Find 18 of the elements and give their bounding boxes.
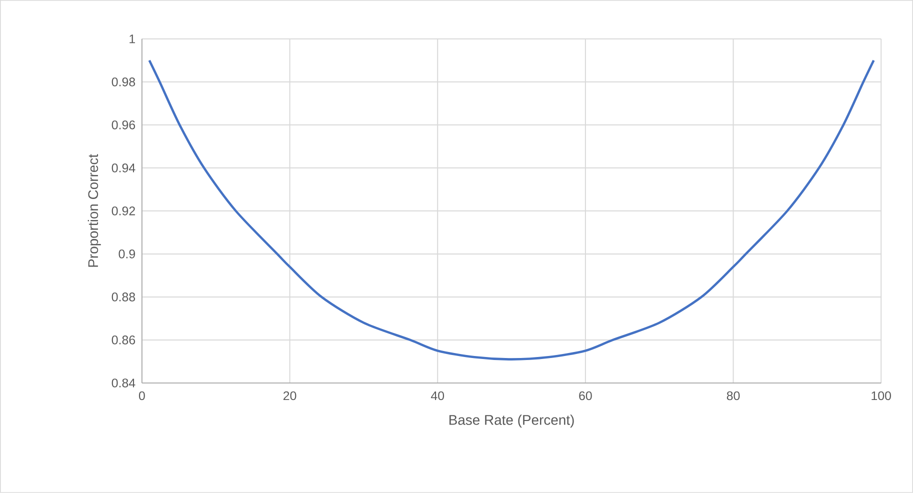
x-tick-label: 20 xyxy=(283,391,296,400)
y-tick-label: 0.86 xyxy=(112,336,136,344)
y-tick-label: 0.98 xyxy=(112,78,136,86)
y-tick-label: 0.9 xyxy=(118,250,136,258)
y-tick-label: 0.94 xyxy=(112,164,136,172)
x-axis-title: Base Rate (Percent) xyxy=(449,414,574,428)
x-tick-label: 60 xyxy=(579,391,592,400)
x-tick-label: 40 xyxy=(430,391,444,400)
y-axis-title: Proportion Correct xyxy=(88,154,101,267)
y-tick-label: 1 xyxy=(130,34,135,44)
y-tick-label: 0.88 xyxy=(112,292,136,302)
y-tick-label: 0.96 xyxy=(112,120,136,130)
x-tick-label: 80 xyxy=(726,391,740,400)
x-tick-label: 0 xyxy=(138,391,145,400)
line-series xyxy=(148,59,875,361)
x-tick-label: 100 xyxy=(872,391,891,400)
y-tick-label: 0.84 xyxy=(112,378,136,388)
y-tick-label: 0.92 xyxy=(112,206,135,216)
